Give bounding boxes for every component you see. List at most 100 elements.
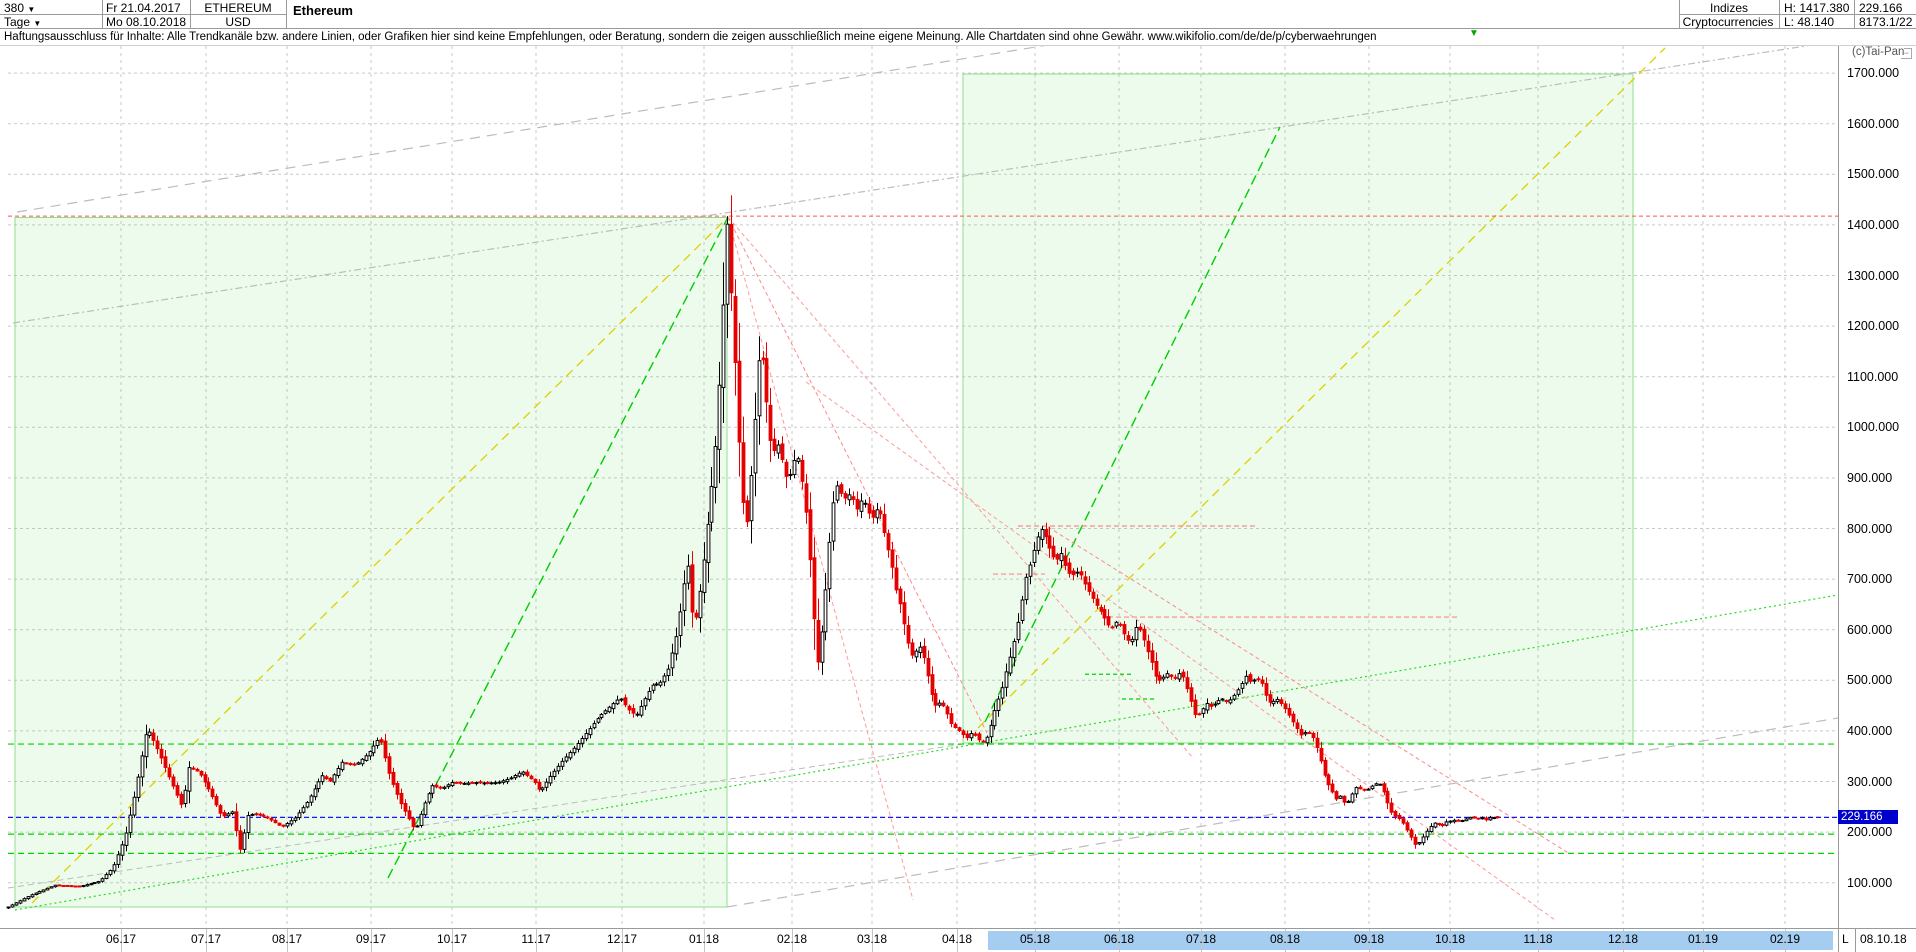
time-axis-label: 11.18 xyxy=(1523,932,1553,946)
time-axis-label: 07.18 xyxy=(1185,932,1217,946)
candle-body xyxy=(1287,707,1292,716)
candle-body xyxy=(1433,822,1438,828)
candle-body xyxy=(273,819,278,824)
candle-body xyxy=(214,796,219,806)
candle-body xyxy=(1126,635,1131,641)
time-axis-label: 12.18 xyxy=(1607,932,1639,946)
candle-body xyxy=(568,752,573,759)
copyright-label: (c)Tai-Pan xyxy=(1852,46,1905,58)
candle-body xyxy=(922,645,927,659)
candle-body xyxy=(140,755,145,778)
candle-body xyxy=(1385,790,1390,804)
period-dropdown[interactable]: Tage ▼ xyxy=(4,15,99,29)
candle-body xyxy=(1315,737,1320,748)
candle-body xyxy=(474,782,479,785)
candle-body xyxy=(808,509,813,561)
candle-body xyxy=(981,740,986,743)
candle-body xyxy=(1106,616,1111,626)
candle-body xyxy=(635,713,640,716)
candle-body xyxy=(513,775,518,779)
time-range-highlight[interactable] xyxy=(988,931,1833,950)
candle-body xyxy=(706,523,711,564)
candle-body xyxy=(753,418,758,474)
candle-body xyxy=(1040,529,1045,540)
candle-body xyxy=(482,782,487,785)
time-axis-label: 06.18 xyxy=(1103,932,1135,946)
extra-price-value: 8173.1/22 xyxy=(1859,15,1913,29)
candle-body xyxy=(112,864,117,872)
time-axis-tick xyxy=(1119,929,1120,952)
price-axis-label: 900.000 xyxy=(1847,470,1893,485)
candle-body xyxy=(1413,836,1418,845)
candle-body xyxy=(572,747,577,754)
candle-body xyxy=(454,781,459,784)
footer-divider xyxy=(1855,929,1856,952)
candle-body xyxy=(1110,626,1115,629)
trend-line xyxy=(16,46,1046,213)
candle-body xyxy=(933,693,938,706)
time-axis-tick xyxy=(452,929,453,952)
candle-body xyxy=(1114,621,1119,627)
candle-body xyxy=(297,812,302,819)
candle-body xyxy=(210,788,215,798)
candle-body xyxy=(61,885,66,888)
time-axis-tick xyxy=(287,929,288,952)
candle-body xyxy=(965,733,970,739)
last-date-label: 08.10.18 xyxy=(1860,932,1907,946)
candle-body xyxy=(1130,638,1135,643)
index-group-label[interactable]: Indizes xyxy=(1709,1,1749,15)
candle-body xyxy=(108,869,113,875)
candle-body xyxy=(1051,545,1056,558)
candle-body xyxy=(1032,549,1037,563)
candle-body xyxy=(709,486,714,523)
time-axis-label: 04.18 xyxy=(941,932,973,946)
candle-body xyxy=(104,874,109,879)
candle-body xyxy=(1150,650,1155,663)
candle-body xyxy=(1326,774,1331,786)
candle-body xyxy=(1012,641,1017,659)
candle-body xyxy=(368,750,373,757)
candle-body xyxy=(721,304,726,389)
candle-body xyxy=(816,619,821,663)
candle-body xyxy=(792,459,797,476)
candle-body xyxy=(226,813,231,817)
bars-dropdown[interactable]: 380 ▼ xyxy=(4,1,99,15)
candle-body xyxy=(611,703,616,710)
time-axis-tick xyxy=(536,929,537,952)
candle-body xyxy=(764,357,769,403)
time-axis-tick xyxy=(1450,929,1451,952)
candle-body xyxy=(281,824,286,827)
candle-body xyxy=(124,832,129,846)
candle-body xyxy=(183,789,188,805)
header-divider xyxy=(286,0,287,28)
candle-body xyxy=(497,781,502,784)
candle-body xyxy=(1118,623,1123,626)
crypto-group-label[interactable]: Cryptocurrencies xyxy=(1682,15,1774,29)
candle-body xyxy=(686,565,691,584)
price-axis-label: 700.000 xyxy=(1847,572,1893,587)
candle-body xyxy=(328,777,333,782)
candle-body xyxy=(1201,708,1206,714)
period-label: Tage xyxy=(4,15,31,29)
candle-body xyxy=(1024,576,1029,601)
price-chart-canvas[interactable] xyxy=(0,46,1916,928)
candle-body xyxy=(403,802,408,812)
candle-body xyxy=(92,882,97,885)
candle-body xyxy=(6,906,11,909)
date-from[interactable]: Fr 21.04.2017 xyxy=(106,1,181,15)
candle-body xyxy=(1275,698,1280,703)
candle-body xyxy=(446,784,451,788)
date-to[interactable]: Mo 08.10.2018 xyxy=(106,15,187,29)
candle-body xyxy=(49,886,54,889)
candle-body xyxy=(427,793,432,803)
candle-body xyxy=(336,767,341,777)
candle-body xyxy=(969,733,974,739)
candle-body xyxy=(1342,795,1347,803)
price-axis: 1700.000 1600.000 1500.000 1400.000 1300.000… xyxy=(1838,46,1916,928)
candle-body xyxy=(1036,536,1041,551)
price-axis-label: 200.000 xyxy=(1847,825,1893,840)
candle-body xyxy=(776,444,781,454)
time-axis-label: 12.17 xyxy=(606,932,638,946)
candle-body xyxy=(989,724,994,738)
price-axis-label: 300.000 xyxy=(1847,774,1893,789)
